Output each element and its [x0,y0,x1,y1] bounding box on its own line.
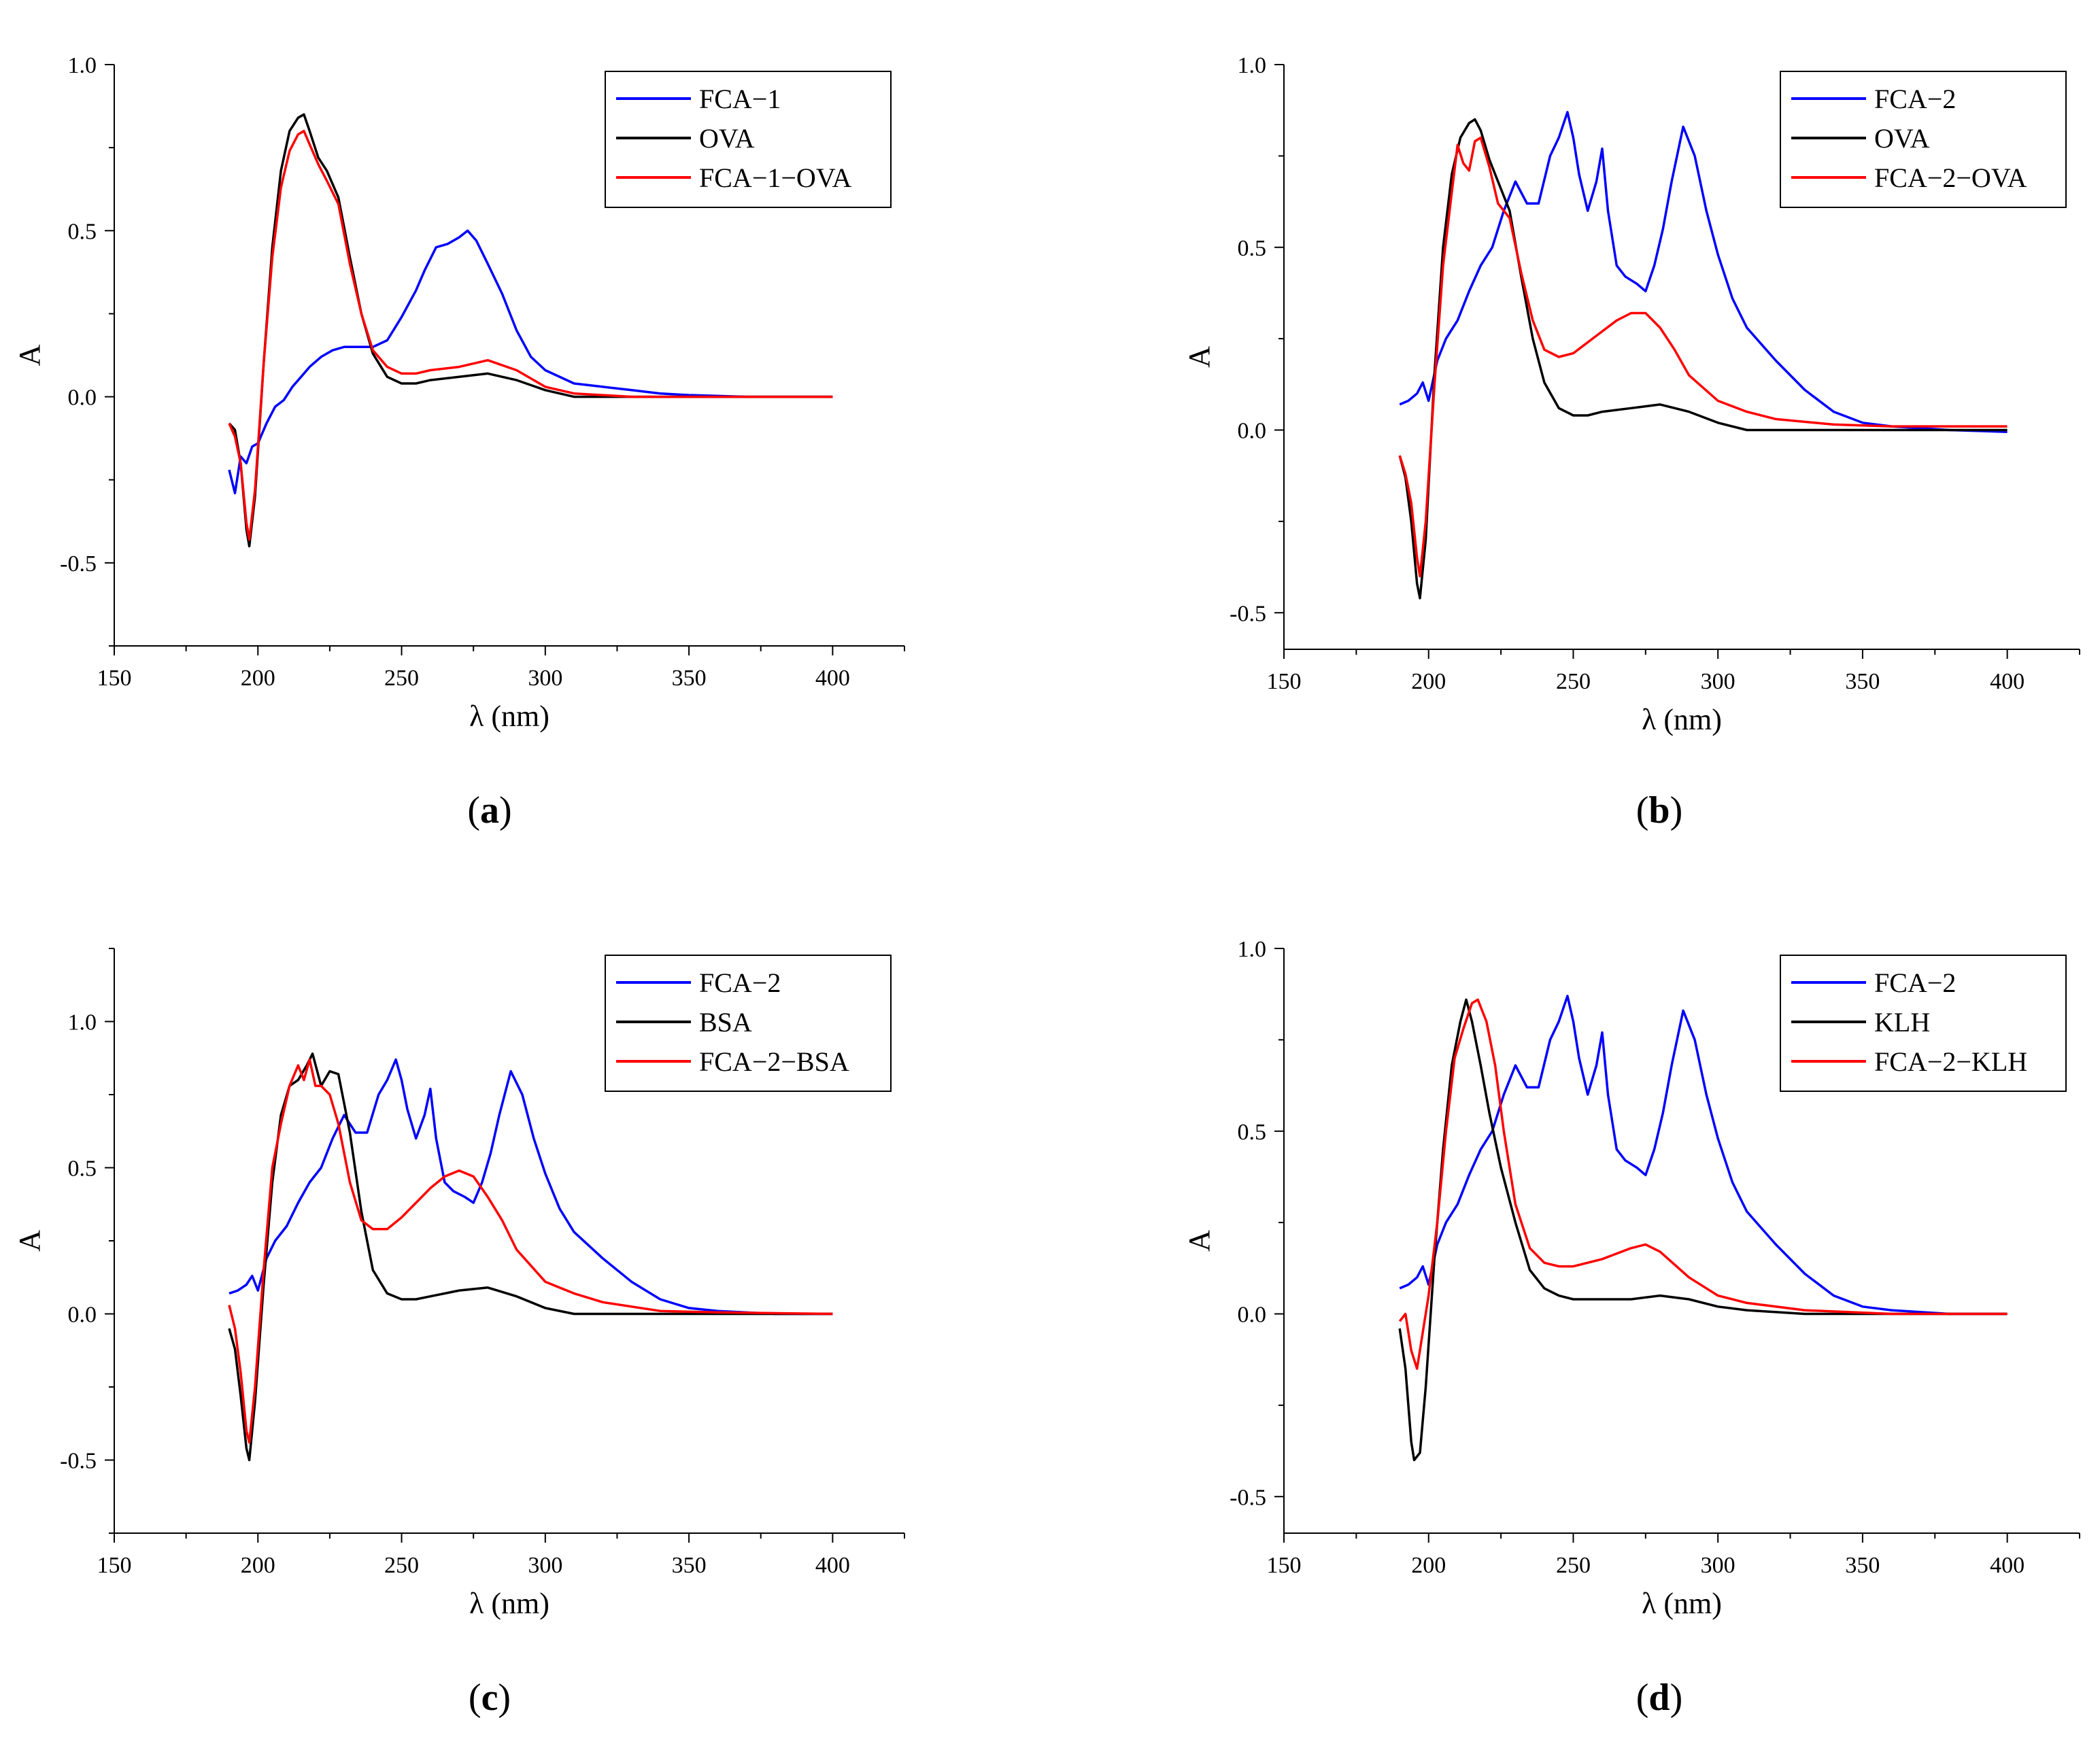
x-axis-label: λ (nm) [1642,1587,1722,1620]
caption-letter: d [1648,1677,1670,1719]
y-tick-label: 0.0 [68,385,97,411]
y-tick-label: 0.5 [68,219,97,244]
legend: FCA−1 OVA FCA−1−OVA [605,71,892,208]
x-tick-label: 200 [241,1553,275,1578]
y-tick-label: 0.5 [68,1156,97,1182]
series-line-fca-2 [228,1058,833,1316]
legend-label: FCA−2−BSA [699,1046,849,1077]
legend-label: KLH [1874,1007,1930,1038]
caption-open: ( [469,1677,481,1719]
y-tick-label: 1.0 [1238,53,1267,78]
legend: FCA−2 KLH FCA−2−KLH [1780,955,2067,1092]
legend-label: FCA−2 [699,967,781,998]
series-line-fca-2-ova [1398,136,2008,578]
x-tick-label: 300 [528,666,562,691]
y-tick-label: 0.0 [1238,419,1267,444]
x-tick-label: 250 [1556,1553,1591,1578]
series-line-fca-2 [1399,995,2008,1316]
caption-close: ) [1670,1677,1683,1719]
y-tick-label: 0.5 [1238,1120,1267,1145]
x-tick-label: 300 [1701,1553,1735,1578]
legend: FCA−2 OVA FCA−2−OVA [1780,71,2067,208]
legend-label: OVA [699,123,755,154]
panel-c: 150 200 250 300 350 400 -0.5 0.0 0.5 1.0 λ (nm) A FC… [13,948,905,1719]
series-line-fca-1-ova [228,129,833,541]
y-tick-label: 0.5 [1238,236,1267,261]
legend-label: OVA [1874,123,1930,154]
series-line-fca-1 [228,229,833,495]
series-line-fca-2-klh [1398,998,2008,1370]
y-tick-label: 1.0 [68,1010,97,1035]
y-axis-label: A [13,344,46,366]
x-tick-label: 200 [1411,669,1446,694]
y-tick-label: -0.5 [1230,1485,1266,1510]
legend-label: FCA−1 [699,84,781,114]
legend-label: FCA−2 [1874,84,1956,114]
y-tick-label: -0.5 [60,551,97,577]
y-axis-label: A [1183,1230,1216,1252]
caption-close: ) [498,1677,511,1719]
x-tick-label: 350 [1845,1553,1880,1578]
x-tick-label: 400 [815,1553,850,1578]
legend-label: FCA−2−OVA [1874,162,2027,193]
series-line-fca-2 [1399,111,2008,433]
panel-a: 150 200 250 300 350 400 -0.5 0.0 0.5 1.0 λ (nm) A FC… [13,53,905,832]
caption-open: ( [1636,789,1649,832]
y-axis-label: A [13,1230,46,1252]
x-tick-label: 250 [1556,669,1591,694]
x-tick-label: 150 [97,1553,132,1578]
series-line-klh [1398,998,2008,1462]
x-tick-label: 400 [1990,1553,2025,1578]
y-axis-label: A [1183,346,1216,368]
x-tick-label: 300 [528,1553,562,1578]
caption-letter: b [1648,789,1670,832]
x-axis-label: λ (nm) [469,700,549,733]
series-line-ova [1398,118,2008,600]
x-tick-label: 250 [384,1553,419,1578]
caption-close: ) [499,789,512,832]
legend-label: FCA−2 [1874,967,1956,998]
x-tick-label: 350 [1845,669,1880,694]
x-tick-label: 350 [672,666,707,691]
panel-caption: (a) [467,789,511,832]
x-tick-label: 400 [815,666,850,691]
x-tick-label: 150 [97,666,132,691]
legend-label: FCA−1−OVA [699,162,852,193]
panel-caption: (b) [1636,789,1682,832]
caption-letter: c [481,1677,498,1719]
series-line-fca-2-bsa [228,1058,833,1444]
legend-label: FCA−2−KLH [1874,1046,2027,1077]
x-tick-label: 250 [384,666,419,691]
y-tick-label: -0.5 [60,1449,97,1474]
x-tick-label: 200 [1411,1553,1446,1578]
legend: FCA−2 BSA FCA−2−BSA [605,955,892,1092]
panel-d: 150 200 250 300 350 400 -0.5 0.0 0.5 1.0 λ (nm) A FC… [1183,937,2080,1719]
x-tick-label: 350 [672,1553,707,1578]
y-tick-label: -0.5 [1230,601,1266,626]
x-tick-label: 150 [1267,1553,1302,1578]
y-tick-label: 1.0 [68,53,97,78]
legend-label: BSA [699,1007,752,1038]
x-tick-label: 300 [1701,669,1735,694]
caption-open: ( [467,789,480,832]
y-tick-label: 1.0 [1238,937,1267,962]
y-tick-label: 0.0 [68,1303,97,1328]
panel-b: 150 200 250 300 350 400 -0.5 0.0 0.5 1.0 λ (nm) A FC… [1183,53,2080,832]
x-axis-label: λ (nm) [469,1587,549,1620]
x-tick-label: 400 [1990,669,2025,694]
y-tick-label: 0.0 [1238,1303,1267,1328]
x-tick-label: 150 [1267,669,1302,694]
panel-caption: (c) [469,1677,511,1719]
x-axis-label: λ (nm) [1642,703,1722,736]
panel-caption: (d) [1636,1677,1682,1719]
series-line-bsa [228,1052,833,1462]
caption-letter: a [480,789,499,832]
caption-open: ( [1636,1677,1649,1719]
x-tick-label: 200 [241,666,275,691]
caption-close: ) [1670,789,1683,832]
